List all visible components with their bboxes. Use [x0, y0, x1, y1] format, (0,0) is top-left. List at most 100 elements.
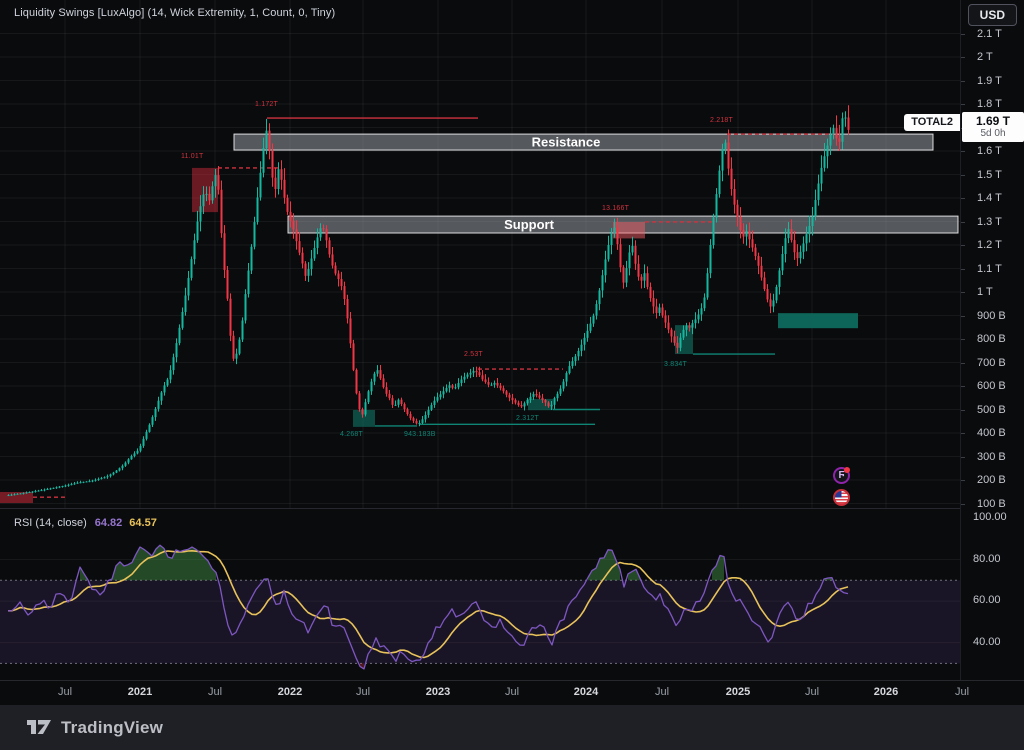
candle-body	[253, 222, 256, 247]
candle-body	[793, 240, 796, 253]
candle-body	[676, 342, 679, 348]
candle-body	[646, 273, 649, 287]
candle-body	[331, 254, 334, 266]
candle-body	[346, 299, 349, 319]
liquidity-label: 2.53T	[464, 351, 483, 358]
candle-body	[358, 393, 361, 410]
candle-body	[688, 325, 691, 328]
candle-body	[775, 286, 778, 301]
candle-body	[349, 318, 352, 344]
price-tick-mark	[961, 221, 965, 223]
rsi-ma-line	[8, 549, 849, 659]
candle-body	[421, 419, 424, 424]
candle-body	[223, 233, 226, 270]
candle-body	[655, 306, 658, 313]
candle-body	[652, 298, 655, 307]
indicator-title[interactable]: Liquidity Swings [LuxAlgo] (14, Wick Ext…	[14, 7, 336, 19]
price-tick-label: 800 B	[977, 333, 1006, 345]
current-price-label: 1.69 T 5d 0h	[962, 112, 1024, 142]
candle-body	[631, 245, 634, 253]
candle-body	[334, 265, 337, 274]
candle-body	[31, 491, 34, 493]
price-tick-label: 400 B	[977, 427, 1006, 439]
candle-body	[538, 395, 541, 398]
zone-label: Support	[504, 217, 554, 232]
candle-body	[628, 252, 631, 269]
currency-toggle-button[interactable]: USD	[967, 4, 1017, 26]
candle-body	[313, 247, 316, 259]
candle-body	[16, 493, 19, 495]
price-tick-mark	[961, 409, 965, 411]
bottom-toolbar: TradingView	[0, 705, 1024, 750]
zone-resistance[interactable]: Resistance	[233, 133, 934, 151]
candle-body	[838, 138, 841, 142]
candle-body	[121, 465, 124, 469]
candle-body	[190, 259, 193, 278]
candle-body	[319, 228, 322, 238]
zone-band	[233, 133, 934, 151]
candle-body	[487, 382, 490, 385]
rsi-chart[interactable]	[0, 509, 960, 680]
candle-body	[328, 240, 331, 255]
time-tick-label: Jul	[954, 686, 970, 698]
candle-body	[169, 370, 172, 380]
candle-body	[109, 474, 112, 477]
candle-body	[583, 337, 586, 345]
candle-body	[733, 188, 736, 205]
tradingview-logo[interactable]: TradingView	[27, 718, 163, 738]
candle-body	[415, 420, 418, 424]
candlestick-chart[interactable]: Resistance Support 1.172T 11.01T 13.166T 2.21…	[0, 0, 960, 508]
candle-body	[217, 175, 220, 190]
liquidity-label: 11.01T	[181, 153, 204, 160]
flash-event-icon[interactable]: Ϝ	[833, 467, 850, 484]
candle-body	[451, 385, 454, 388]
zone-label: Resistance	[532, 135, 601, 150]
main-chart-pane[interactable]: Resistance Support 1.172T 11.01T 13.166T 2.21…	[0, 0, 960, 508]
candle-body	[718, 170, 721, 195]
candle-body	[406, 409, 409, 415]
candle-body	[754, 247, 757, 256]
liquidity-box	[192, 167, 218, 213]
candle-body	[685, 325, 688, 330]
candle-body	[160, 392, 163, 401]
candle-body	[532, 393, 535, 397]
price-tick-mark	[961, 456, 965, 458]
candle-body	[34, 491, 37, 493]
candle-body	[481, 375, 484, 380]
candle-body	[412, 418, 415, 421]
candle-body	[454, 387, 457, 389]
rsi-pane[interactable]: RSI (14, close) 64.82 64.57	[0, 508, 960, 680]
candle-body	[220, 189, 223, 234]
candle-body	[310, 258, 313, 270]
candle-body	[52, 487, 55, 489]
time-axis[interactable]: Jul 2021 Jul 2022 Jul 2023 Jul 2024 Jul 2025 Jul 20…	[0, 680, 1024, 705]
price-axis[interactable]: 1.69 T 5d 0h 2.1 T2 T1.9 T1.8 T1.7 T1.6 …	[960, 0, 1024, 680]
candle-body	[316, 237, 319, 248]
candle-body	[232, 335, 235, 359]
us-flag-event-icon[interactable]	[833, 489, 850, 506]
candle-body	[472, 371, 475, 373]
candle-body	[661, 307, 664, 316]
candle-body	[625, 268, 628, 283]
bar-countdown: 5d 0h	[980, 128, 1006, 139]
candle-body	[418, 423, 421, 425]
candle-body	[244, 294, 247, 321]
candle-body	[145, 431, 148, 439]
candle-body	[829, 134, 832, 146]
candle-body	[187, 277, 190, 296]
candle-body	[265, 130, 268, 149]
candle-body	[505, 391, 508, 395]
candle-body	[784, 238, 787, 255]
candle-body	[193, 240, 196, 260]
candle-body	[262, 148, 265, 173]
time-tick-label: 2024	[573, 686, 599, 698]
rsi-indicator-title[interactable]: RSI (14, close) 64.82 64.57	[14, 517, 157, 529]
candle-body	[250, 246, 253, 271]
rsi-title: RSI (14, close)	[14, 517, 87, 529]
candle-body	[817, 183, 820, 200]
candle-body	[790, 229, 793, 241]
candle-body	[802, 243, 805, 252]
candle-body	[79, 482, 82, 484]
candle-body	[508, 394, 511, 398]
